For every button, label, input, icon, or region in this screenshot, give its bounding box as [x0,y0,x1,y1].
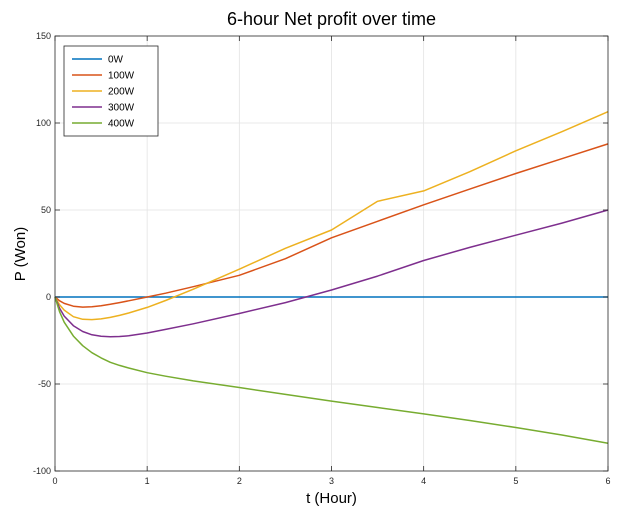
series-line-200w [54,111,609,321]
axis-ticks: 0 1 2 3 4 5 6 -100 -50 0 50 100 150 [33,31,611,486]
series-line-400w [54,296,609,444]
y-axis-label: P (Won) [12,227,29,281]
series-line-100w [54,143,609,308]
x-tick-label: 3 [329,476,334,486]
legend-label-0w: 0W [108,55,124,66]
series-layer [54,111,609,444]
legend-label-100w: 100W [108,71,135,82]
x-tick-label: 6 [605,476,610,486]
y-tick-label: 150 [36,31,51,41]
y-tick-label: 100 [36,118,51,128]
x-tick-label: 4 [421,476,426,486]
x-tick-label: 0 [52,476,57,486]
x-axis-label: t (Hour) [306,490,357,507]
y-tick-label: 50 [41,205,51,215]
x-tick-label: 1 [145,476,150,486]
legend-label-400w: 400W [108,119,135,130]
chart-title: 6-hour Net profit over time [227,9,436,29]
x-tick-label: 2 [237,476,242,486]
y-tick-label: -50 [38,379,51,389]
series-line-300w [54,209,609,338]
legend: 0W 100W 200W 300W 400W [63,45,159,137]
legend-label-300w: 300W [108,103,135,114]
y-tick-label: 0 [46,292,51,302]
x-tick-label: 5 [513,476,518,486]
y-tick-label: -100 [33,466,51,476]
legend-label-200w: 200W [108,87,135,98]
